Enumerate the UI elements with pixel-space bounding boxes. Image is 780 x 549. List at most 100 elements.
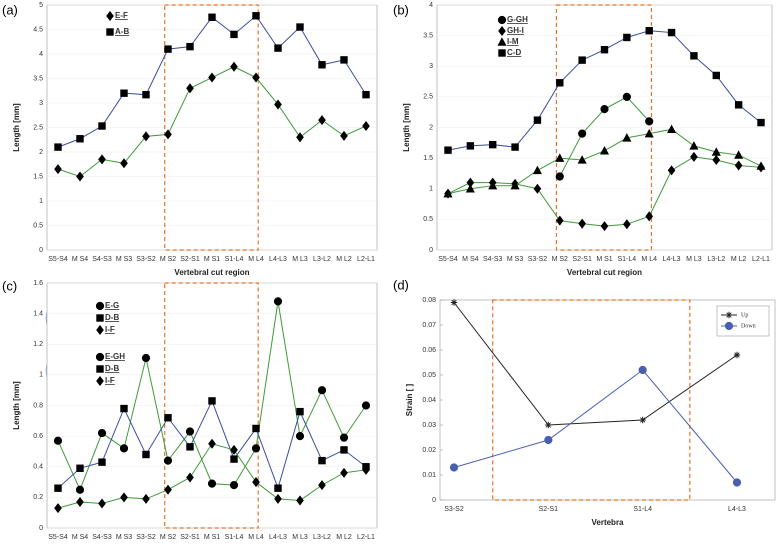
x-tick-label: M L3 <box>686 256 702 263</box>
x-tick-label: L4-L3 <box>269 256 287 263</box>
data-point <box>75 485 85 494</box>
x-tick-label: S4-S3 <box>92 534 112 541</box>
data-point <box>274 484 282 492</box>
data-point <box>208 72 216 83</box>
data-point <box>186 83 194 94</box>
x-tick-label: M L2 <box>336 534 352 541</box>
legend-marker <box>96 324 104 336</box>
x-tick-label: M S4 <box>72 256 88 263</box>
data-point <box>229 481 239 490</box>
y-tick-label: 0.4 <box>33 464 43 471</box>
x-tick-label: L2-L1 <box>357 256 375 263</box>
data-point <box>757 118 765 127</box>
series-line <box>453 302 738 426</box>
y-tick-label: 0 <box>429 247 433 254</box>
x-tick-label: M S3 <box>116 534 132 541</box>
data-point <box>555 153 565 162</box>
x-tick-label: S2-S1 <box>180 534 200 541</box>
data-point <box>252 72 260 83</box>
x-tick-label: S2-S1 <box>180 256 200 263</box>
data-point <box>296 23 304 31</box>
data-point <box>230 61 238 72</box>
y-tick-label: 0.6 <box>33 433 43 440</box>
data-point <box>340 130 348 141</box>
data-point <box>98 122 106 130</box>
legend-label: G-GH <box>507 15 528 24</box>
x-tick-label: S3-S2 <box>136 256 156 263</box>
y-tick-label: 0.06 <box>422 347 436 354</box>
data-point <box>142 131 150 142</box>
data-point <box>273 297 283 306</box>
x-tick-label: S5-S4 <box>48 256 68 263</box>
data-point <box>555 172 564 181</box>
data-point <box>340 467 348 478</box>
highlight-box <box>555 4 653 251</box>
data-point <box>449 463 459 472</box>
panel-label: (b) <box>393 2 409 17</box>
data-point <box>318 480 326 491</box>
data-point <box>120 492 128 503</box>
x-tick-label: S4-S3 <box>483 256 503 263</box>
data-point <box>545 421 552 429</box>
legend-label: E-GH <box>105 352 125 361</box>
x-tick-label: M S2 <box>552 256 568 263</box>
data-point <box>578 218 586 229</box>
data-point <box>54 164 62 175</box>
data-point <box>230 444 238 455</box>
data-point <box>622 133 632 142</box>
y-tick-label: 1 <box>429 186 433 193</box>
data-point <box>54 484 62 492</box>
x-tick-label: M L3 <box>292 534 308 541</box>
y-tick-label: 0.5 <box>33 222 43 229</box>
data-point <box>711 147 721 156</box>
legend-marker <box>497 37 507 46</box>
y-tick-label: 0 <box>39 247 43 254</box>
data-point <box>185 427 195 436</box>
data-point <box>318 115 326 126</box>
y-tick-label: 1.5 <box>33 173 43 180</box>
y-tick-label: 0.5 <box>423 216 433 223</box>
data-point <box>207 479 217 488</box>
series-line <box>453 369 738 483</box>
y-tick-label: 0 <box>432 497 436 504</box>
x-tick-label: S5-S4 <box>438 256 458 263</box>
data-point <box>690 151 698 162</box>
y-tick-label: 0.07 <box>422 322 436 329</box>
y-tick-label: 2.5 <box>423 94 433 101</box>
data-point <box>732 478 742 487</box>
data-point <box>689 141 699 150</box>
legend-box <box>716 305 770 337</box>
data-point <box>120 404 128 413</box>
data-point <box>361 401 371 410</box>
x-tick-label: S4-S3 <box>92 256 112 263</box>
y-tick-label: 1.5 <box>423 155 433 162</box>
highlight-box <box>164 4 259 251</box>
data-point <box>340 446 348 454</box>
x-tick-label: M L4 <box>641 256 657 263</box>
y-tick-label: 2 <box>39 149 43 156</box>
panel-label: (a) <box>2 2 18 17</box>
y-tick-label: 4.5 <box>33 26 43 33</box>
x-tick-label: M S1 <box>204 534 220 541</box>
data-point <box>578 129 587 138</box>
data-point <box>638 365 647 375</box>
legend-marker <box>498 49 506 57</box>
data-point <box>274 493 282 504</box>
x-tick-label: S2-S1 <box>572 256 592 263</box>
data-point <box>645 211 654 222</box>
panel-label: (c) <box>2 278 17 293</box>
x-tick-label: S3-S2 <box>136 534 156 541</box>
data-point <box>119 444 129 453</box>
highlight-box <box>164 282 259 529</box>
data-point <box>339 433 349 442</box>
x-tick-label: M S1 <box>596 256 612 263</box>
data-point <box>274 44 282 52</box>
x-tick-label: M S2 <box>160 534 176 541</box>
legend-marker <box>95 352 105 362</box>
x-axis-label: Vertebral cut region <box>567 268 642 277</box>
data-point <box>623 219 631 230</box>
legend-label: I-F <box>105 376 115 385</box>
x-tick-label: M L2 <box>731 256 747 263</box>
x-tick-label: L3-L2 <box>313 256 331 263</box>
data-point <box>208 397 216 405</box>
